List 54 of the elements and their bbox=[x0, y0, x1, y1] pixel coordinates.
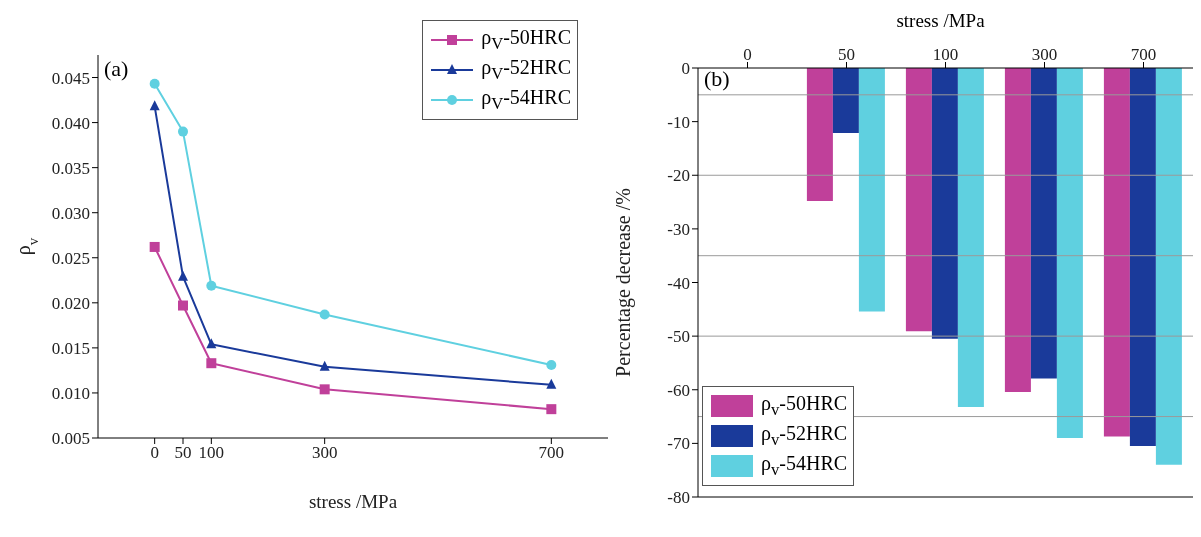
point bbox=[546, 404, 557, 415]
y-tick-label: 0.005 bbox=[51, 429, 90, 449]
x-tick-label: 100 bbox=[198, 443, 225, 463]
annotation: (a) bbox=[104, 56, 129, 82]
point bbox=[178, 300, 188, 311]
y-tick-label: 0.025 bbox=[51, 248, 90, 268]
point bbox=[178, 126, 188, 137]
y-tick-label: -70 bbox=[667, 434, 690, 454]
y-tick-label: -80 bbox=[667, 488, 690, 508]
x-tick-label: 300 bbox=[1031, 45, 1058, 64]
point bbox=[178, 270, 188, 281]
y-tick-label: 0.010 bbox=[51, 383, 90, 403]
point bbox=[149, 100, 160, 111]
y-tick-label: -60 bbox=[667, 380, 690, 400]
legend-label: ρ$_{V}$-52HRC bbox=[481, 56, 571, 84]
y-tick-label: -40 bbox=[667, 273, 690, 293]
y-tick-label: -20 bbox=[667, 166, 690, 186]
x-axis-title: stress /MPa bbox=[896, 10, 985, 31]
y-tick-label: -10 bbox=[667, 112, 690, 132]
y-tick-label: -50 bbox=[667, 327, 690, 347]
y-tick-label: 0.035 bbox=[51, 158, 90, 178]
x-tick-label: 0 bbox=[150, 443, 159, 463]
y-tick-label: 0.030 bbox=[51, 203, 90, 223]
x-tick-label: 100 bbox=[932, 45, 959, 64]
x-tick-label: 50 bbox=[174, 443, 192, 463]
legend-label: ρ$_{V}$-50HRC bbox=[481, 26, 571, 54]
point bbox=[149, 78, 160, 89]
legend-label: ρ$_{v}$-50HRC bbox=[761, 392, 848, 420]
y-axis-title: Percentage decrease /% bbox=[612, 188, 635, 377]
x-tick-label: 300 bbox=[311, 443, 338, 463]
point bbox=[546, 378, 557, 389]
point bbox=[319, 384, 330, 395]
y-tick-label: 0.040 bbox=[51, 113, 90, 133]
point bbox=[319, 309, 330, 320]
legend-label: ρ$_{V}$-54HRC bbox=[481, 86, 571, 114]
point bbox=[319, 360, 330, 371]
point bbox=[149, 241, 160, 252]
annotation: (b) bbox=[704, 66, 730, 92]
point bbox=[206, 338, 217, 349]
x-axis-title: stress /MPa bbox=[308, 491, 398, 512]
y-tick-label: 0.045 bbox=[51, 68, 90, 88]
x-tick-label: 0 bbox=[743, 45, 752, 64]
y-tick-label: 0.015 bbox=[51, 338, 90, 358]
x-tick-label: 700 bbox=[538, 443, 565, 463]
point bbox=[206, 280, 217, 291]
legend-label: ρ$_{v}$-54HRC bbox=[761, 452, 848, 480]
legend-label: ρ$_{v}$-52HRC bbox=[761, 422, 848, 450]
y-tick-label: 0 bbox=[681, 59, 690, 79]
point bbox=[206, 358, 217, 369]
x-tick-label: 50 bbox=[838, 45, 855, 64]
point bbox=[546, 360, 557, 371]
y-tick-label: 0.020 bbox=[51, 293, 90, 313]
y-tick-label: -30 bbox=[667, 219, 690, 239]
x-tick-label: 700 bbox=[1130, 45, 1157, 64]
